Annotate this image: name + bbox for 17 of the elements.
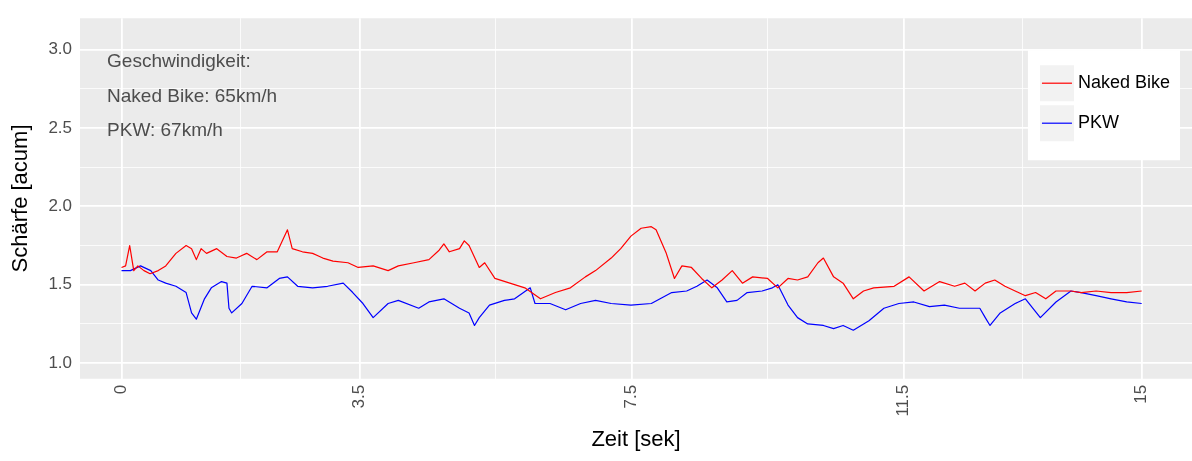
x-tick-label: 0	[111, 384, 131, 395]
y-tick-label: 1.0	[48, 352, 73, 372]
x-tick-label: 11.5	[893, 384, 913, 417]
x-tick-label: 15	[1131, 384, 1151, 404]
y-axis-title: Schärfe [acum]	[7, 124, 33, 273]
legend-label: PKW	[1077, 112, 1119, 133]
annotation: Naked Bike: 65km/h	[107, 84, 278, 106]
y-tick-label: 3.0	[48, 39, 73, 59]
x-tick-label: 7.5	[621, 384, 641, 409]
x-tick-label: 3.5	[349, 384, 369, 409]
y-tick-label: 2.0	[48, 196, 73, 216]
y-tick-label: 1.5	[48, 274, 73, 294]
legend-label: Naked Bike	[1077, 72, 1171, 93]
x-axis-title: Zeit [sek]	[591, 425, 681, 451]
annotation: PKW: 67km/h	[107, 119, 223, 141]
annotation: Geschwindigkeit:	[107, 50, 251, 72]
y-tick-label: 2.5	[48, 117, 73, 137]
